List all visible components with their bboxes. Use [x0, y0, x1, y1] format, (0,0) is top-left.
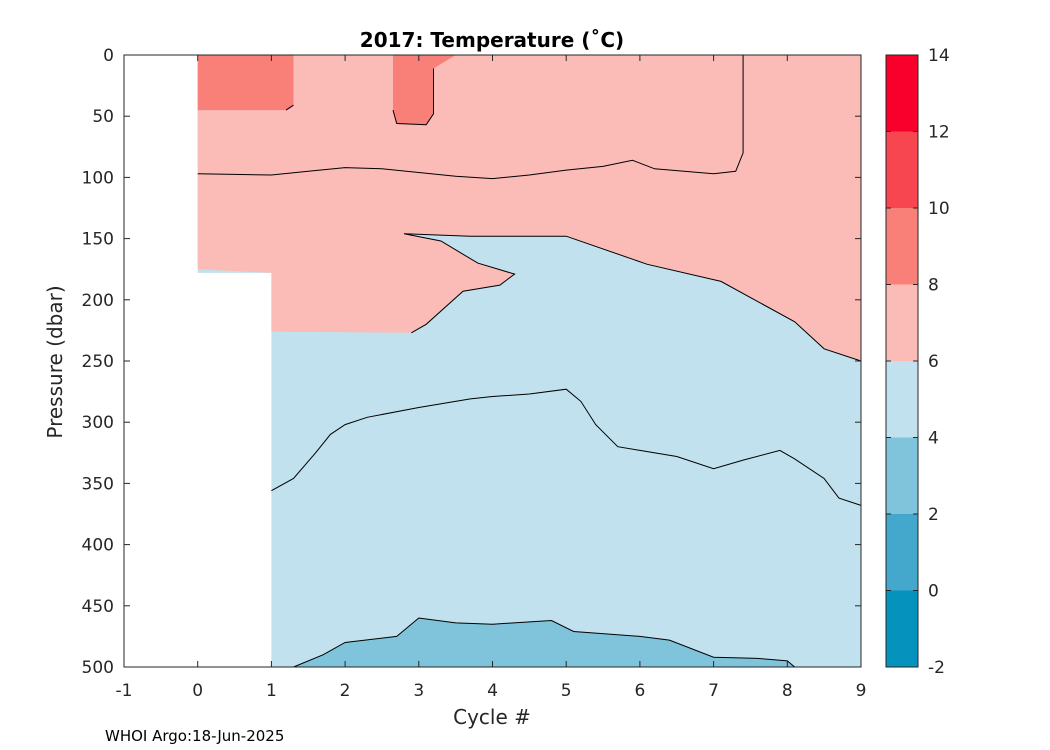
y-tick-label: 150	[82, 230, 114, 250]
x-tick-label: 7	[708, 681, 719, 701]
colorbar-band	[886, 361, 918, 438]
x-tick-label: 5	[561, 681, 572, 701]
isotherm-4	[271, 388, 862, 506]
x-tick-label: 8	[782, 681, 793, 701]
x-tick-label: 0	[192, 681, 203, 701]
colorbar: -2 0 2 4 6 8 10 12 14	[885, 46, 950, 678]
colorbar-tick-label: 2	[928, 505, 939, 525]
isotherm-6	[404, 233, 862, 362]
x-tick-label: 4	[487, 681, 498, 701]
temperature-region-8-10-2	[393, 55, 456, 125]
isotherm-8	[197, 55, 744, 180]
y-axis-label: Pressure (dbar)	[43, 285, 67, 438]
colorbar-band	[886, 55, 918, 132]
isotherm-outline-2	[392, 68, 434, 126]
y-tick-label: 200	[82, 291, 114, 311]
colorbar-band	[886, 590, 918, 667]
y-tick-label: 500	[82, 658, 114, 678]
x-tick-label: 2	[340, 681, 351, 701]
x-tick-label: 9	[856, 681, 867, 701]
colorbar-tick-label: 6	[928, 352, 939, 372]
colorbar-tick-label: 10	[928, 199, 950, 219]
credit-text: WHOI Argo:18-Jun-2025	[105, 727, 284, 745]
colorbar-band	[886, 131, 918, 208]
x-axis-label: Cycle #	[453, 705, 531, 729]
y-tick-label: 100	[82, 168, 114, 188]
y-tick-label: 450	[82, 597, 114, 617]
x-tick-label: 1	[266, 681, 277, 701]
isotherm-lines	[197, 55, 862, 668]
temperature-region-6-8-0	[197, 55, 861, 361]
y-tick-label: 400	[82, 536, 114, 556]
y-tick-label: 350	[82, 474, 114, 494]
colorbar-band	[886, 437, 918, 514]
temperature-region-2-4-3	[293, 618, 795, 667]
colorbar-tick-label: 14	[928, 46, 950, 66]
isotherm-outline-3	[293, 617, 796, 668]
y-tick-label: 250	[82, 352, 114, 372]
temperature-region-8-10-1	[197, 55, 294, 111]
x-tick-label: -1	[116, 681, 133, 701]
colorbar-tick-label: 4	[928, 429, 939, 449]
colorbar-tick-label: -2	[928, 658, 945, 678]
y-axis: 0 50 100 150 200 250 300 350 400 450 500	[82, 46, 861, 678]
y-tick-label: 0	[103, 46, 114, 66]
colorbar-band	[886, 514, 918, 591]
colorbar-band	[886, 284, 918, 361]
y-tick-label: 300	[82, 413, 114, 433]
isotherm-outline-1	[285, 104, 294, 111]
colorbar-tick-label: 0	[928, 582, 939, 602]
y-tick-label: 50	[92, 107, 114, 127]
colorbar-band	[886, 208, 918, 285]
temperature-regions	[197, 55, 861, 667]
chart-title: 2017: Temperature (˚C)	[360, 28, 624, 52]
x-axis: -1 0 1 2 3 4 5 6 7 8 9	[116, 55, 867, 701]
x-tick-label: 3	[413, 681, 424, 701]
colorbar-tick-label: 8	[928, 276, 939, 296]
colorbar-tick-label: 12	[928, 123, 950, 143]
x-tick-label: 6	[634, 681, 645, 701]
